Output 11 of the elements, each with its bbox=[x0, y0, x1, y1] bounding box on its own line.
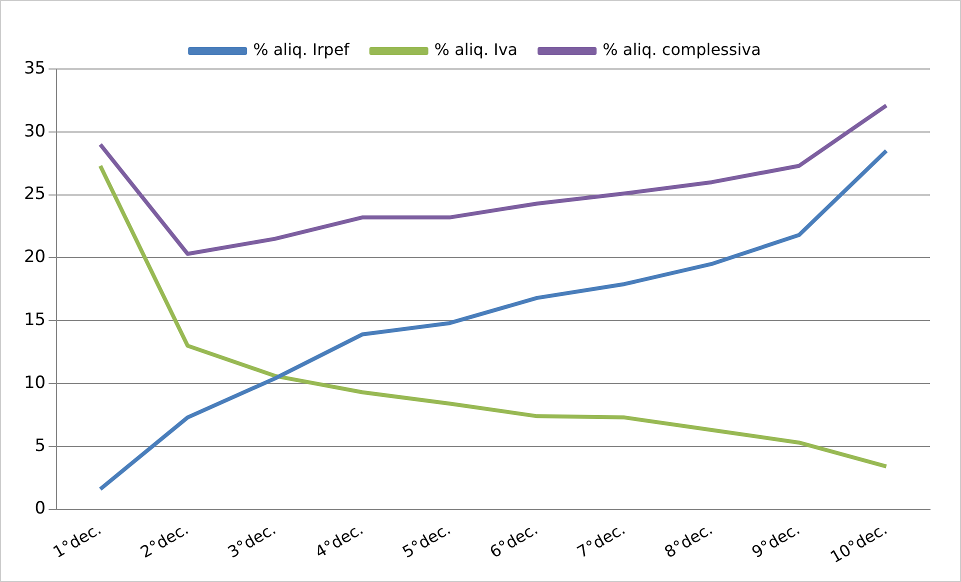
y-tick-label: 10 bbox=[24, 372, 46, 393]
legend-label: % aliq. complessiva bbox=[602, 40, 761, 60]
y-tick-label: 25 bbox=[24, 184, 46, 204]
y-tick-label: 0 bbox=[34, 498, 46, 519]
legend-label: % aliq. Irpef bbox=[253, 40, 350, 60]
y-tick-label: 35 bbox=[24, 58, 46, 78]
y-tick-label: 20 bbox=[24, 247, 46, 268]
y-tick-label: 5 bbox=[34, 436, 46, 456]
y-tick-label: 15 bbox=[24, 310, 46, 330]
y-tick-label: 30 bbox=[24, 121, 46, 142]
legend-label: % aliq. Iva bbox=[434, 40, 518, 60]
